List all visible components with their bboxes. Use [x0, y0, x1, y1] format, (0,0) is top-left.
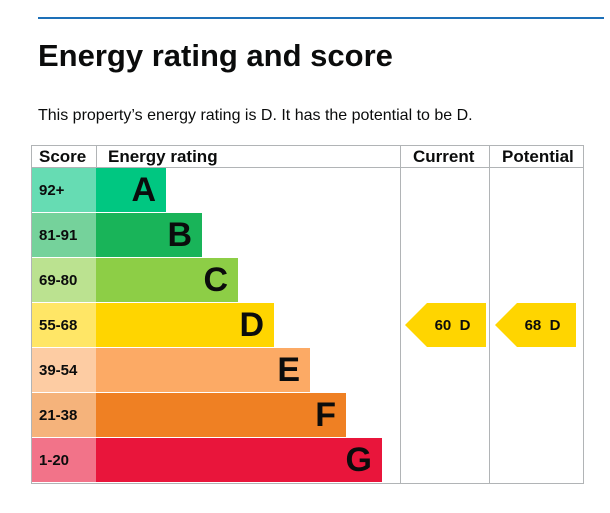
- band-bar-b: B: [96, 213, 202, 257]
- potential-rating-label: 68 D: [524, 316, 561, 334]
- header-potential: Potential: [502, 147, 574, 166]
- header-score: Score: [39, 147, 87, 166]
- header-rule: [38, 17, 604, 19]
- rating-summary: This property’s energy rating is D. It h…: [38, 107, 473, 124]
- score-range-cell: 92+: [32, 168, 96, 212]
- band-bar-c: C: [96, 258, 238, 302]
- score-range-cell: 39-54: [32, 348, 96, 392]
- page-title: Energy rating and score: [38, 38, 393, 73]
- chart-grid: [31, 145, 584, 484]
- energy-rating-chart: Score Energy rating Current Potential 92…: [31, 145, 584, 484]
- score-range-cell: 55-68: [32, 303, 96, 347]
- band-bar-e: E: [96, 348, 310, 392]
- score-range-cell: 1-20: [32, 438, 96, 482]
- band-bar-d: D: [96, 303, 274, 347]
- band-bar-g: G: [96, 438, 382, 482]
- band-bar-a: A: [96, 168, 166, 212]
- score-range-cell: 81-91: [32, 213, 96, 257]
- header-current: Current: [413, 147, 475, 166]
- band-bar-f: F: [96, 393, 346, 437]
- header-rating: Energy rating: [108, 147, 218, 166]
- score-range-cell: 21-38: [32, 393, 96, 437]
- score-range-cell: 69-80: [32, 258, 96, 302]
- current-rating-label: 60 D: [434, 316, 471, 334]
